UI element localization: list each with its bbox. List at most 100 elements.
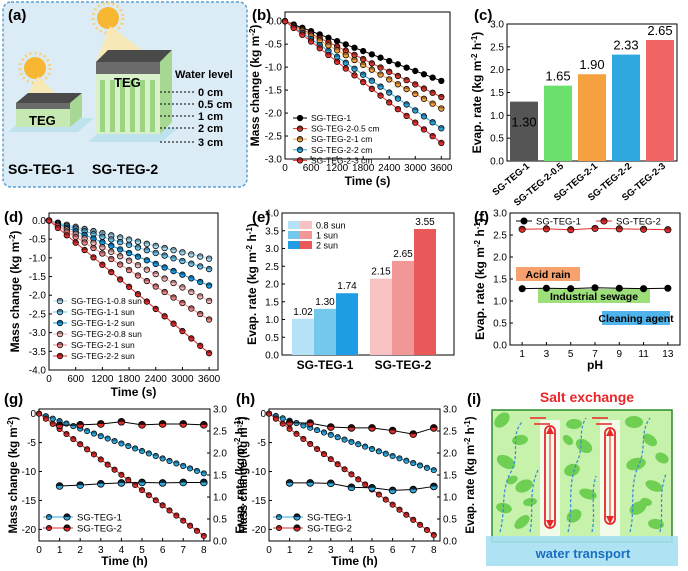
salt-exchange-arrows (530, 417, 612, 425)
legend-marker-shade (520, 217, 528, 221)
water-flow-path (629, 417, 651, 533)
y-axis-label: Evap. rate (kg m-2 h-1) (470, 32, 485, 154)
x-tick-label: 1200 (91, 374, 114, 385)
data-point (664, 284, 672, 292)
data-point-shade (369, 446, 375, 449)
y-tick-label: -0.5 (265, 40, 283, 51)
y-tick-label: 2.5 (493, 231, 507, 242)
data-point (200, 470, 207, 477)
x-tick-label: 0 (36, 545, 42, 556)
plot-frame (284, 11, 451, 160)
data-point (134, 253, 142, 260)
data-point-shade (403, 77, 410, 81)
data-point-shade (567, 226, 574, 230)
data-point-shade (117, 234, 123, 238)
data-point-shade (421, 71, 427, 75)
series-SG-TEG-1 (518, 284, 672, 293)
data-point (567, 226, 575, 234)
unit-superscript: -2 (233, 437, 242, 445)
data-point-shade (325, 42, 332, 46)
data-point-shade (664, 285, 672, 289)
data-point-shade (591, 284, 599, 288)
y-right-tick-label: 1.0 (213, 493, 227, 504)
data-point (394, 61, 402, 68)
y-tick-label: 3.0 (490, 20, 504, 31)
water-level-4: 3 cm (198, 137, 223, 149)
data-point-shade (412, 107, 419, 111)
data-point-shade (316, 42, 323, 45)
data-point (542, 225, 550, 233)
data-point (375, 448, 382, 455)
data-point (188, 251, 195, 258)
data-point-shade (429, 100, 436, 104)
y-tick-label: -4.0 (29, 366, 47, 377)
data-point (97, 432, 104, 440)
y-axis-label: Mass change (kg m-2) (6, 416, 21, 533)
data-point (90, 451, 97, 458)
data-point-shade (72, 228, 79, 232)
y-tick-label: 0 (260, 409, 266, 420)
data-point (134, 272, 142, 279)
data-point-shade (197, 293, 204, 297)
data-point-shade (139, 448, 145, 451)
legend-marker (56, 319, 64, 327)
data-point-shade (173, 512, 180, 516)
data-point (108, 248, 115, 255)
rate-point-shade (306, 479, 314, 483)
panel-e-evap-rate-grouped: (e) 0.0 0.5 1.0 1.5 2.0 2.5 3.0 3.5 4.0 Evap. rate… (245, 209, 455, 372)
data-point (125, 283, 133, 290)
data-point-shade (438, 94, 445, 97)
data-point (197, 293, 204, 300)
x-tick-label: 5 (568, 349, 574, 360)
data-point-shade (383, 496, 389, 500)
data-point-shade (56, 418, 63, 422)
data-point (389, 501, 396, 508)
data-point (438, 93, 445, 101)
data-point (438, 139, 445, 147)
data-point-shade (431, 532, 437, 535)
data-point-shade (369, 77, 375, 81)
data-point-shade (108, 232, 115, 236)
data-point (293, 430, 300, 437)
data-point-shade (348, 439, 355, 442)
data-point-shade (197, 253, 204, 257)
data-point (99, 250, 106, 257)
data-point (375, 491, 382, 498)
data-point-shade (197, 263, 204, 267)
bar (336, 293, 358, 355)
data-point (351, 65, 358, 72)
data-point-shade (166, 507, 173, 511)
data-point (360, 47, 367, 55)
data-point-shade (206, 255, 212, 259)
data-point (394, 95, 402, 102)
data-point-shade (421, 85, 427, 89)
legend-marker-shade (57, 320, 63, 323)
data-point (205, 350, 213, 357)
data-point (125, 249, 133, 257)
data-point-shade (188, 305, 195, 309)
data-point (84, 428, 91, 435)
data-point-shade (369, 66, 375, 70)
annotation-box (602, 311, 670, 325)
data-point-shade (84, 446, 90, 450)
y-tick-label: -1.5 (265, 86, 283, 97)
y-tick-label: 0.5 (490, 134, 504, 145)
panel-c-evap-rate-bars: (c) 0.0 0.5 1.0 1.5 2.0 2.5 3.0 Evap. rate (kg m… (470, 7, 678, 209)
data-point (438, 105, 445, 112)
legend-marker-shade (57, 331, 63, 334)
label-part: Evap. rate (kg m (470, 61, 484, 154)
bar-value-label: 1.90 (579, 57, 604, 72)
data-point (417, 462, 424, 469)
data-point (396, 455, 403, 462)
data-point (386, 68, 393, 75)
grain (579, 488, 597, 500)
data-point-shade (152, 243, 159, 246)
data-point-shade (117, 253, 123, 257)
data-point-shade (81, 239, 88, 243)
legend-marker (296, 136, 304, 143)
data-point (70, 436, 77, 443)
data-point (368, 60, 375, 67)
data-point-shade (567, 285, 574, 289)
data-point (351, 56, 358, 64)
data-point (188, 275, 195, 282)
